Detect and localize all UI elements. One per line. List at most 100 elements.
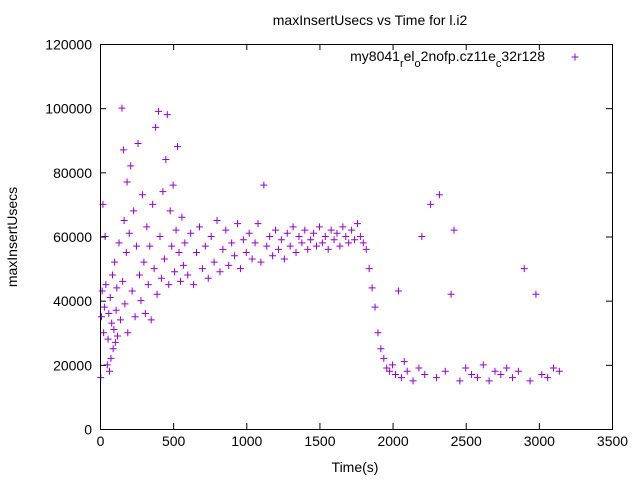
data-point — [207, 233, 215, 240]
data-point — [307, 236, 315, 244]
y-tick-label: 40000 — [53, 293, 92, 309]
data-point — [342, 233, 350, 240]
data-point — [418, 233, 426, 240]
data-point — [371, 303, 379, 311]
data-point — [138, 191, 146, 199]
data-point — [368, 284, 376, 292]
data-point — [245, 229, 253, 237]
axis-ticks: 0 500 1000 1500 2000 2500 3000 3500 0 20000 40000 6… — [45, 37, 628, 450]
data-point — [127, 162, 135, 170]
data-point — [526, 377, 534, 385]
x-axis-label: Time(s) — [332, 459, 379, 475]
data-point — [310, 229, 318, 237]
x-tick-label: 1500 — [304, 433, 335, 449]
data-point — [391, 370, 399, 378]
data-point — [532, 290, 540, 298]
data-point — [520, 265, 528, 273]
data-point — [204, 274, 212, 282]
data-point — [98, 287, 106, 295]
data-point — [400, 358, 408, 366]
data-point — [122, 249, 130, 257]
data-point — [201, 242, 209, 250]
data-point — [123, 178, 131, 186]
data-point — [365, 265, 373, 273]
data-point — [157, 274, 165, 282]
data-point — [359, 239, 367, 247]
data-point — [135, 271, 143, 279]
data-point — [165, 281, 173, 289]
data-point — [131, 313, 139, 321]
data-point — [263, 242, 271, 250]
data-point — [389, 361, 397, 369]
data-point — [174, 143, 182, 151]
data-point — [362, 245, 370, 253]
data-point — [172, 226, 180, 234]
data-point — [104, 335, 112, 343]
data-point — [403, 367, 411, 375]
data-point — [348, 226, 356, 234]
data-point — [112, 306, 120, 314]
data-point — [166, 207, 174, 215]
data-point — [318, 239, 326, 247]
data-point — [156, 233, 164, 240]
data-point — [210, 258, 218, 266]
data-point — [119, 146, 127, 154]
data-point — [315, 223, 323, 231]
legend-label: my8041relo2nofp.cz11ec32r128 — [350, 48, 545, 70]
data-point — [163, 111, 171, 119]
x-tick-label: 3000 — [524, 433, 555, 449]
data-point — [509, 374, 517, 382]
x-tick-label: 2500 — [451, 433, 482, 449]
y-axis-label: maxInsertUsecs — [4, 187, 20, 287]
data-point — [118, 104, 126, 112]
data-point — [124, 329, 132, 337]
data-point — [228, 239, 236, 247]
data-point — [544, 374, 552, 382]
data-point — [171, 268, 179, 276]
data-point — [485, 377, 493, 385]
data-point — [394, 287, 402, 295]
data-point — [150, 265, 158, 273]
data-point — [432, 374, 440, 382]
data-point — [321, 233, 329, 240]
data-point — [110, 326, 118, 334]
data-point — [248, 255, 256, 263]
data-point — [292, 249, 300, 257]
data-point — [456, 377, 464, 385]
data-point — [462, 364, 470, 372]
data-point — [111, 338, 119, 346]
data-point — [503, 364, 511, 372]
data-point — [274, 245, 282, 253]
data-point — [236, 265, 244, 273]
data-point — [491, 367, 499, 375]
data-point — [447, 290, 455, 298]
data-point — [333, 229, 341, 237]
data-point — [216, 268, 224, 276]
data-point — [219, 245, 227, 253]
data-point — [121, 300, 129, 308]
data-point — [298, 239, 306, 247]
data-point — [147, 316, 155, 324]
chart-title: maxInsertUsecs vs Time for l.i2 — [273, 12, 468, 28]
data-point — [301, 226, 309, 234]
data-point — [222, 226, 230, 234]
data-point — [473, 374, 481, 382]
y-tick-label: 20000 — [53, 357, 92, 373]
data-point — [468, 370, 476, 378]
data-point — [198, 265, 206, 273]
data-point — [149, 200, 157, 208]
data-point — [380, 354, 388, 362]
data-point — [313, 242, 321, 250]
data-point — [514, 367, 522, 375]
data-point — [168, 242, 176, 250]
data-point — [113, 284, 121, 292]
data-point — [184, 271, 192, 279]
y-tick-label: 100000 — [45, 101, 92, 117]
data-point — [383, 364, 391, 372]
data-point — [105, 310, 113, 317]
data-point — [304, 245, 312, 253]
data-point — [266, 233, 274, 240]
data-point — [353, 220, 361, 228]
data-point — [169, 181, 177, 189]
